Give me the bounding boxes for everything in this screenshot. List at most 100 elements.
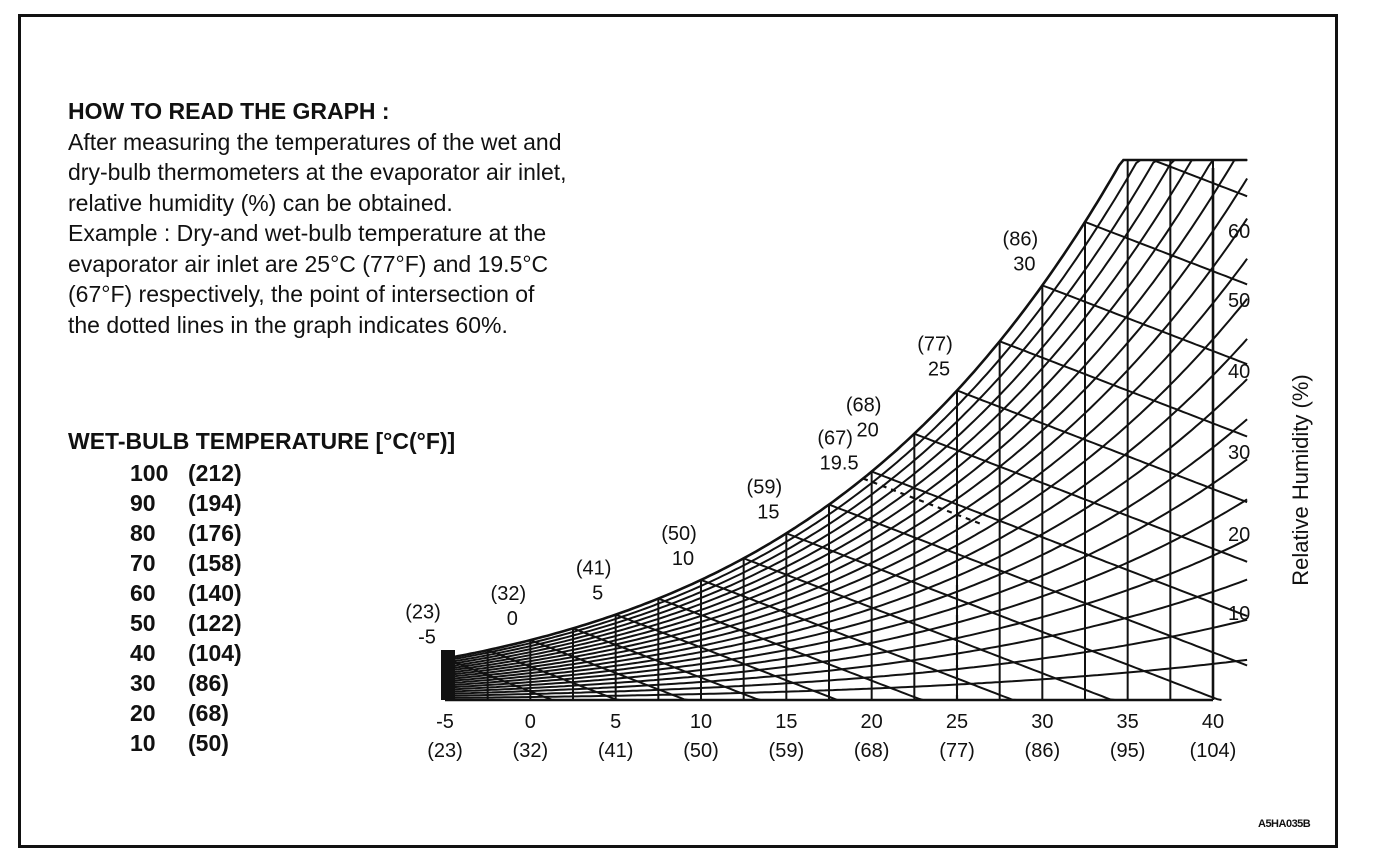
wet-bulb-line [999,340,1248,438]
y-tick-label: 20 [1228,524,1250,546]
wet-bulb-celsius: 20 [130,700,156,726]
saturation-label-celsius: -5 [418,627,436,649]
saturation-label-fahrenheit: (32) [491,583,527,605]
saturation-curve [444,158,1248,660]
x-tick-celsius: 5 [610,711,621,733]
y-tick-label: 60 [1228,221,1250,243]
relative-humidity-curve [444,378,1248,685]
x-tick-fahrenheit: (50) [683,740,719,762]
relative-humidity-curve [444,159,1248,668]
wet-bulb-fahrenheit: (68) [188,700,229,726]
wet-bulb-line [444,657,556,701]
wet-bulb-celsius: 80 [130,520,156,546]
wet-bulb-legend-row: 30 (86) [130,668,268,698]
relative-humidity-curve [444,618,1248,697]
wet-bulb-legend-row: 90 (194) [130,488,268,518]
relative-humidity-curve [444,159,1248,666]
wet-bulb-celsius: 10 [130,730,156,756]
relative-humidity-curve [444,298,1248,681]
saturation-label-fahrenheit: (67) [817,428,853,450]
x-tick-celsius: 30 [1031,711,1053,733]
wet-bulb-legend-row: 40 (104) [130,638,268,668]
wet-bulb-line [1084,221,1248,286]
saturation-label-fahrenheit: (77) [917,334,953,356]
wet-bulb-line [913,432,1248,563]
relative-humidity-curve [444,159,1248,664]
x-tick-fahrenheit: (104) [1190,740,1237,762]
wet-bulb-line [828,503,1248,667]
x-tick-fahrenheit: (95) [1110,740,1146,762]
wet-bulb-fahrenheit: (86) [188,670,229,696]
wet-bulb-fahrenheit: (212) [188,460,242,486]
wet-bulb-line [529,639,689,701]
figure-frame [18,14,1338,848]
saturation-label-fahrenheit: (41) [576,558,612,580]
relative-humidity-curve [444,338,1248,683]
wet-bulb-fahrenheit: (176) [188,520,242,546]
example-wet-bulb-dotted-line [862,477,983,526]
saturation-label-celsius: 15 [757,501,779,523]
saturation-label-celsius: 30 [1013,253,1035,275]
wet-bulb-fahrenheit: (104) [188,640,242,666]
relative-humidity-curve [444,578,1248,695]
saturation-label-fahrenheit: (59) [747,476,783,498]
wet-bulb-line [657,597,924,701]
wet-bulb-line [871,470,1248,617]
wet-bulb-legend: 100 (212) 90 (194) 80 (176) 70 (158) 60 (140) 50 (1… [130,458,268,758]
wet-bulb-legend-row: 50 (122) [130,608,268,638]
wet-bulb-legend-row: 20 (68) [130,698,268,728]
y-axis-title: Relative Humidity (%) [1288,374,1313,586]
x-tick-fahrenheit: (32) [513,740,549,762]
wet-bulb-line [615,613,838,701]
x-tick-fahrenheit: (68) [854,740,890,762]
wet-bulb-celsius: 60 [130,580,156,606]
figure-code: A5HA035B [1258,818,1311,830]
wet-bulb-line [956,389,1248,504]
wet-bulb-celsius: 50 [130,610,156,636]
relative-humidity-curve [444,177,1248,675]
dense-grid-block [441,650,455,700]
instructions-line: dry-bulb thermometers at the evaporator … [68,159,567,185]
x-tick-celsius: 10 [690,711,712,733]
wet-bulb-line [487,649,621,701]
saturation-label-fahrenheit: (68) [846,395,882,417]
wet-bulb-celsius: 40 [130,640,156,666]
wet-bulb-legend-row: 80 (176) [130,518,268,548]
instructions-line: the dotted lines in the graph indicates … [68,311,508,338]
wet-bulb-legend-row: 10 (50) [130,728,268,758]
x-tick-celsius: 15 [775,711,797,733]
wet-bulb-celsius: 100 [130,460,169,486]
relative-humidity-curve [444,159,1248,670]
wet-bulb-fahrenheit: (122) [188,610,242,636]
y-tick-label: 30 [1228,442,1250,464]
instructions-line: After measuring the temperatures of the … [68,128,562,155]
wet-bulb-legend-row: 70 (158) [130,548,268,578]
x-tick-celsius: 0 [525,711,536,733]
instructions: HOW TO READ THE GRAPH : After measuring … [68,96,688,340]
saturation-label-fahrenheit: (86) [1003,228,1039,250]
x-tick-celsius: 35 [1117,711,1139,733]
wet-bulb-fahrenheit: (140) [188,580,242,606]
saturation-label-celsius: 19.5 [820,453,859,475]
wet-bulb-fahrenheit: (158) [188,550,242,576]
y-tick-label: 40 [1228,361,1250,383]
instructions-line: Example : Dry-and wet-bulb temperature a… [68,220,547,246]
x-tick-celsius: 25 [946,711,968,733]
wet-bulb-celsius: 90 [130,490,156,516]
x-tick-celsius: -5 [436,711,454,733]
instructions-line: (67°F) respectively, the point of inters… [68,281,535,307]
relative-humidity-curve [444,159,1248,673]
wet-bulb-line [743,557,1116,701]
wet-bulb-line [785,532,1222,701]
saturation-label-celsius: 5 [592,583,603,605]
saturation-label-fahrenheit: (50) [661,523,697,545]
x-tick-fahrenheit: (41) [598,740,634,762]
relative-humidity-curve [444,498,1248,691]
x-tick-fahrenheit: (23) [427,740,463,762]
y-tick-label: 50 [1228,290,1250,312]
x-tick-fahrenheit: (77) [939,740,975,762]
wet-bulb-celsius: 30 [130,670,156,696]
saturation-label-celsius: 10 [672,548,694,570]
x-tick-celsius: 40 [1202,711,1224,733]
